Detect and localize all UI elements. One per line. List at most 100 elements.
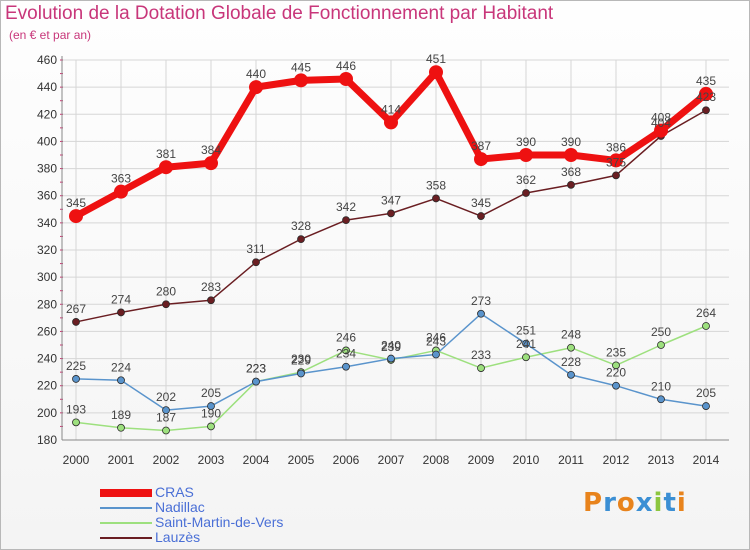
x-tick-label: 2001 bbox=[108, 453, 135, 467]
y-tick-label: 240 bbox=[37, 352, 57, 366]
data-point bbox=[564, 148, 578, 162]
logo-letter: i bbox=[653, 488, 664, 518]
y-tick-label: 440 bbox=[37, 80, 57, 94]
y-tick-label: 460 bbox=[37, 53, 57, 67]
x-tick-label: 2000 bbox=[63, 453, 90, 467]
logo-letter: t bbox=[663, 488, 677, 518]
data-point bbox=[432, 350, 440, 359]
data-label: 246 bbox=[336, 330, 356, 344]
data-point bbox=[702, 106, 710, 115]
data-point bbox=[114, 184, 128, 199]
data-label: 345 bbox=[66, 196, 86, 210]
data-point bbox=[567, 343, 575, 352]
x-tick-label: 2012 bbox=[603, 453, 630, 467]
data-label: 229 bbox=[291, 354, 311, 368]
y-tick-label: 180 bbox=[37, 433, 57, 447]
data-point bbox=[477, 212, 485, 220]
data-point bbox=[72, 375, 80, 383]
data-point bbox=[474, 152, 488, 167]
data-label: 205 bbox=[696, 386, 716, 400]
legend-label-cras: CRAS bbox=[155, 484, 194, 500]
data-point bbox=[117, 376, 125, 385]
data-point bbox=[387, 209, 395, 218]
data-point bbox=[654, 123, 668, 138]
data-point bbox=[699, 86, 713, 101]
y-tick-label: 320 bbox=[37, 243, 57, 257]
data-label: 224 bbox=[111, 360, 131, 374]
data-label: 423 bbox=[696, 90, 716, 104]
data-label: 311 bbox=[246, 242, 265, 256]
data-point bbox=[522, 189, 530, 197]
data-label: 384 bbox=[201, 143, 221, 157]
data-label: 243 bbox=[426, 335, 446, 349]
y-tick-label: 380 bbox=[37, 162, 57, 176]
data-label: 362 bbox=[516, 173, 536, 187]
legend-swatch-cras bbox=[100, 489, 152, 497]
data-point bbox=[252, 258, 260, 267]
data-point bbox=[342, 362, 350, 371]
y-tick-label: 420 bbox=[37, 107, 57, 121]
data-point bbox=[69, 209, 83, 224]
data-label: 223 bbox=[246, 362, 266, 376]
data-point bbox=[609, 153, 623, 168]
data-label: 189 bbox=[111, 408, 131, 422]
data-point bbox=[342, 216, 350, 225]
x-tick-label: 2008 bbox=[423, 453, 450, 467]
legend-label-lauzes: Lauzès bbox=[155, 529, 201, 545]
chart-title: Evolution de la Dotation Globale de Fonc… bbox=[5, 3, 554, 24]
logo-letter: x bbox=[635, 488, 654, 518]
data-label: 187 bbox=[156, 411, 176, 425]
x-tick-label: 2013 bbox=[648, 453, 675, 467]
data-point bbox=[612, 171, 620, 180]
data-label: 223 bbox=[246, 362, 266, 376]
data-point bbox=[162, 426, 170, 435]
data-point bbox=[297, 369, 305, 378]
data-point bbox=[477, 309, 485, 318]
data-point bbox=[342, 346, 350, 355]
x-tick-label: 2005 bbox=[288, 453, 315, 467]
y-tick-label: 360 bbox=[37, 189, 57, 203]
data-label: 225 bbox=[66, 359, 86, 373]
logo-letter: P bbox=[583, 488, 604, 518]
logo-letter: r bbox=[603, 488, 617, 518]
data-label: 264 bbox=[696, 306, 716, 320]
data-label: 274 bbox=[111, 292, 131, 306]
proxiti-logo: Proxiti bbox=[583, 488, 687, 518]
data-label: 390 bbox=[561, 135, 581, 149]
x-tick-label: 2011 bbox=[558, 453, 584, 467]
data-point bbox=[567, 370, 575, 379]
data-point bbox=[702, 322, 710, 330]
data-point bbox=[657, 341, 665, 349]
data-label: 248 bbox=[561, 328, 581, 342]
data-label: 446 bbox=[336, 59, 356, 73]
data-label: 435 bbox=[696, 74, 716, 88]
data-point bbox=[252, 377, 260, 386]
data-point bbox=[384, 115, 398, 130]
data-label: 342 bbox=[336, 200, 356, 214]
data-label: 246 bbox=[426, 330, 446, 344]
x-tick-label: 2007 bbox=[378, 453, 405, 467]
data-point bbox=[432, 194, 440, 203]
data-label: 451 bbox=[426, 52, 446, 66]
data-label: 440 bbox=[246, 67, 266, 81]
data-point bbox=[657, 395, 665, 404]
data-label: 235 bbox=[606, 345, 626, 359]
data-point bbox=[207, 422, 215, 431]
data-label: 387 bbox=[471, 139, 491, 153]
y-tick-label: 400 bbox=[37, 134, 57, 148]
logo-letter: o bbox=[616, 488, 636, 518]
data-point bbox=[72, 418, 80, 427]
data-label: 390 bbox=[516, 135, 536, 149]
data-label: 375 bbox=[606, 155, 626, 169]
data-label: 273 bbox=[471, 294, 491, 308]
data-label: 381 bbox=[156, 147, 176, 161]
y-tick-label: 260 bbox=[37, 324, 57, 338]
data-point bbox=[204, 156, 218, 171]
data-label: 283 bbox=[201, 280, 221, 294]
y-tick-label: 280 bbox=[37, 297, 57, 311]
data-label: 233 bbox=[471, 348, 491, 362]
data-label: 404 bbox=[651, 116, 671, 130]
data-label: 358 bbox=[426, 178, 446, 192]
data-label: 190 bbox=[201, 406, 221, 420]
